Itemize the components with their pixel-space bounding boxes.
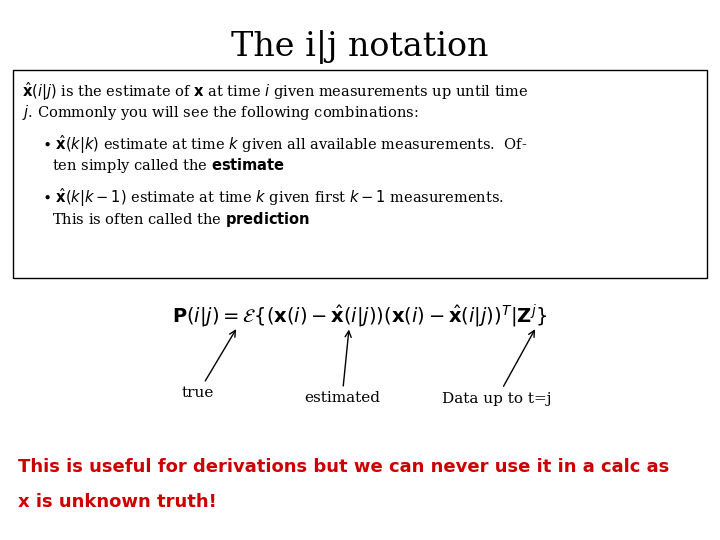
Text: $\hat{\mathbf{x}}(i|j)$ is the estimate of $\mathbf{x}$ at time $i$ given measur: $\hat{\mathbf{x}}(i|j)$ is the estimate …: [22, 80, 528, 103]
Text: $\mathbf{P}(i|j) = \mathcal{E}\{(\mathbf{x}(i) - \hat{\mathbf{x}}(i|j))(\mathbf{: $\mathbf{P}(i|j) = \mathcal{E}\{(\mathbf…: [172, 302, 548, 329]
Text: $j$. Commonly you will see the following combinations:: $j$. Commonly you will see the following…: [22, 103, 418, 122]
Text: estimated: estimated: [304, 331, 380, 406]
Text: ten simply called the $\mathbf{estimate}$: ten simply called the $\mathbf{estimate}…: [52, 157, 285, 176]
Text: true: true: [182, 330, 235, 400]
Text: This is often called the $\mathbf{prediction}$: This is often called the $\mathbf{predic…: [52, 210, 310, 228]
Text: The i|j notation: The i|j notation: [231, 30, 489, 64]
Text: This is useful for derivations but we can never use it in a calc as: This is useful for derivations but we ca…: [18, 458, 670, 476]
Text: $\bullet$ $\hat{\mathbf{x}}(k|k-1)$ estimate at time $k$ given first $k-1$ measu: $\bullet$ $\hat{\mathbf{x}}(k|k-1)$ esti…: [42, 186, 504, 209]
FancyBboxPatch shape: [13, 70, 707, 278]
Text: Data up to t=j: Data up to t=j: [442, 330, 552, 406]
Text: $\bullet$ $\hat{\mathbf{x}}(k|k)$ estimate at time $k$ given all available measu: $\bullet$ $\hat{\mathbf{x}}(k|k)$ estima…: [42, 133, 527, 156]
Text: x is unknown truth!: x is unknown truth!: [18, 493, 217, 511]
